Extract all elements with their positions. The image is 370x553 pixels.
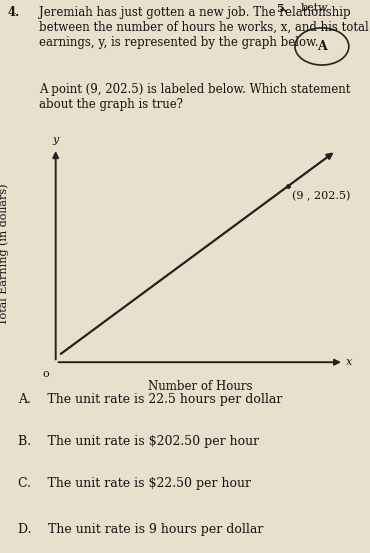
- Text: A point (9, 202.5) is labeled below. Which statement
about the graph is true?: A point (9, 202.5) is labeled below. Whi…: [39, 82, 351, 111]
- Text: A.  The unit rate is 22.5 hours per dollar: A. The unit rate is 22.5 hours per dolla…: [18, 393, 283, 405]
- Text: B.  The unit rate is $202.50 per hour: B. The unit rate is $202.50 per hour: [18, 435, 260, 448]
- Text: A: A: [317, 40, 327, 53]
- Text: C.  The unit rate is $22.50 per hour: C. The unit rate is $22.50 per hour: [18, 477, 252, 491]
- Text: (9 , 202.5): (9 , 202.5): [292, 190, 350, 201]
- Text: 5.: 5.: [276, 3, 287, 14]
- Text: 4.: 4.: [7, 6, 20, 19]
- Text: o: o: [42, 369, 49, 379]
- Text: Jeremiah has just gotten a new job. The relationship
between the number of hours: Jeremiah has just gotten a new job. The …: [39, 6, 369, 49]
- Text: D.  The unit rate is 9 hours per dollar: D. The unit rate is 9 hours per dollar: [18, 524, 264, 536]
- Text: y: y: [53, 135, 59, 145]
- Text: Total Earning (in dollars): Total Earning (in dollars): [0, 184, 9, 325]
- Text: x: x: [346, 357, 353, 367]
- Text: Number of Hours: Number of Hours: [148, 380, 252, 394]
- Text: betw: betw: [301, 3, 328, 13]
